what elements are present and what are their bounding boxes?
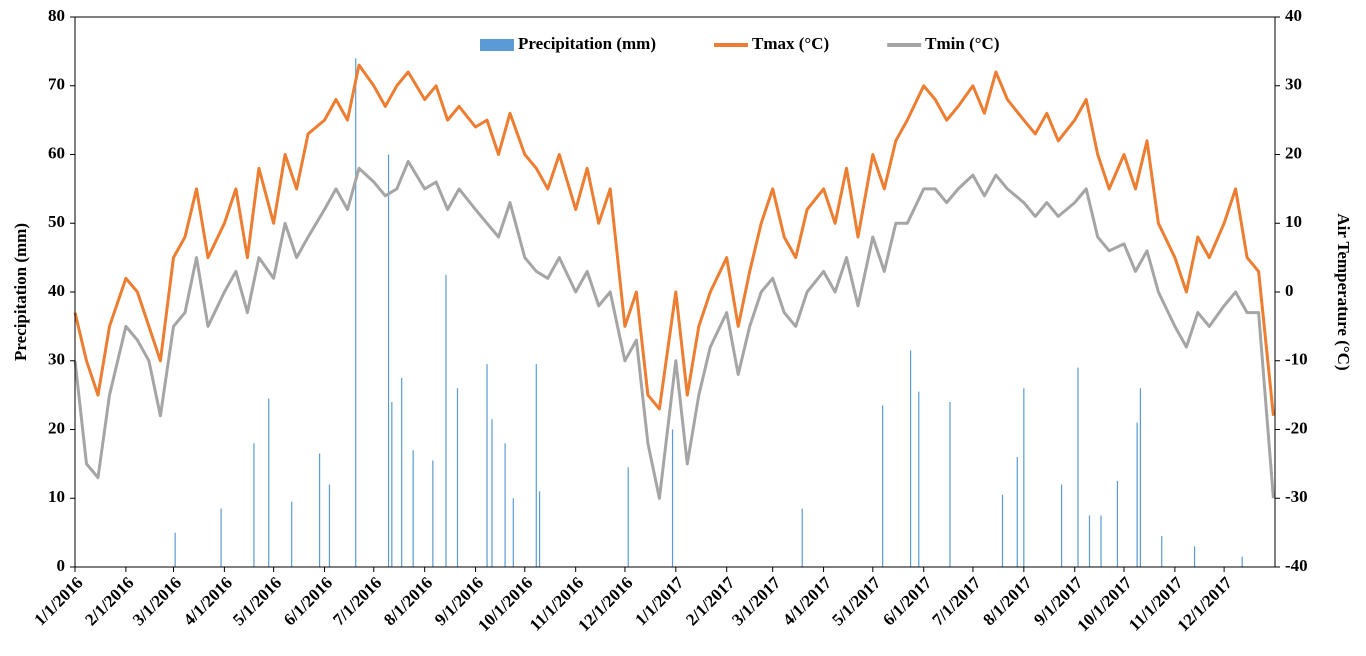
temperature-line bbox=[73, 63, 1275, 416]
legend-label: Precipitation (mm) bbox=[518, 34, 656, 53]
x-tick-label: 5/1/2016 bbox=[229, 573, 285, 629]
y2-tick-label: 30 bbox=[1285, 75, 1302, 94]
x-tick-label: 8/1/2016 bbox=[380, 573, 436, 629]
x-tick-label: 3/1/2016 bbox=[129, 573, 185, 629]
precipitation-bar bbox=[671, 429, 674, 567]
precipitation-bar bbox=[401, 377, 403, 567]
x-tick-label: 3/1/2017 bbox=[728, 573, 785, 630]
precipitation-bar bbox=[456, 388, 459, 567]
precipitation-bar bbox=[1139, 388, 1141, 567]
x-tick-label: 7/1/2016 bbox=[329, 573, 385, 629]
precipitation-bar bbox=[253, 443, 255, 567]
precipitation-bar bbox=[1023, 388, 1025, 567]
y-tick-label: 40 bbox=[48, 281, 65, 300]
x-tick-label: 1/1/2017 bbox=[631, 573, 688, 630]
y-tick-label: 50 bbox=[48, 212, 65, 231]
precipitation-bar bbox=[1100, 515, 1102, 567]
legend-label: Tmax (°C) bbox=[752, 34, 829, 53]
x-tick-label: 6/1/2017 bbox=[879, 573, 936, 630]
precipitation-bar bbox=[445, 274, 447, 567]
precipitation-bar bbox=[1060, 484, 1063, 567]
x-tick-label: 7/1/2017 bbox=[928, 573, 985, 630]
x-tick-label: 4/1/2017 bbox=[779, 573, 836, 630]
y-tick-label: 10 bbox=[48, 487, 65, 506]
precipitation-bar bbox=[504, 443, 506, 567]
x-tick-label: 5/1/2017 bbox=[828, 573, 885, 630]
precipitation-bar bbox=[627, 467, 629, 567]
precipitation-bar bbox=[412, 450, 414, 567]
precipitation-bar bbox=[387, 154, 390, 567]
x-tick-label: 2/1/2017 bbox=[682, 573, 739, 630]
precipitation-bar bbox=[949, 402, 951, 567]
y2-tick-label: -30 bbox=[1285, 487, 1308, 506]
precipitation-bar bbox=[491, 419, 493, 567]
x-tick-label: 10/1/2016 bbox=[474, 573, 536, 635]
y-tick-label: 20 bbox=[48, 418, 65, 437]
legend-swatch bbox=[480, 39, 514, 51]
precipitation-bar bbox=[328, 484, 331, 567]
y-tick-label: 60 bbox=[48, 143, 65, 162]
precipitation-bar bbox=[538, 491, 541, 567]
y-tick-label: 80 bbox=[48, 6, 65, 25]
y2-tick-label: -20 bbox=[1285, 418, 1308, 437]
x-tick-label: 1/1/2016 bbox=[30, 573, 86, 629]
y2-tick-label: -40 bbox=[1285, 556, 1308, 575]
x-tick-label: 4/1/2016 bbox=[180, 573, 236, 629]
precipitation-bar bbox=[391, 402, 393, 567]
y-tick-label: 30 bbox=[48, 350, 65, 369]
precipitation-bar bbox=[1088, 515, 1091, 567]
precipitation-bar bbox=[174, 532, 176, 567]
precipitation-bar bbox=[801, 508, 803, 567]
precipitation-bar bbox=[512, 498, 514, 567]
legend-label: Tmin (°C) bbox=[925, 34, 999, 53]
precipitation-bar bbox=[1116, 481, 1119, 567]
x-tick-label: 12/1/2016 bbox=[574, 573, 636, 635]
precipitation-bar bbox=[268, 398, 270, 567]
y2-tick-label: 20 bbox=[1285, 143, 1302, 162]
x-tick-label: 6/1/2016 bbox=[280, 573, 336, 629]
y2-tick-label: -10 bbox=[1285, 350, 1308, 369]
y2-axis-label: Air Temperature (°C) bbox=[1334, 213, 1353, 370]
x-tick-label: 2/1/2016 bbox=[81, 573, 137, 629]
precipitation-bar bbox=[1136, 422, 1138, 567]
y-axis-label: Precipitation (mm) bbox=[11, 223, 30, 361]
x-tick-label: 12/1/2017 bbox=[1174, 573, 1237, 636]
precipitation-bar bbox=[486, 364, 488, 567]
temperature-line bbox=[73, 159, 1275, 500]
y-tick-label: 70 bbox=[48, 75, 65, 94]
precipitation-bar bbox=[909, 350, 912, 567]
y2-tick-label: 10 bbox=[1285, 212, 1302, 231]
y-tick-label: 0 bbox=[57, 556, 66, 575]
y2-tick-label: 0 bbox=[1285, 281, 1294, 300]
precipitation-bar bbox=[918, 391, 920, 567]
x-tick-label: 10/1/2017 bbox=[1073, 573, 1136, 636]
precipitation-bar bbox=[1001, 494, 1004, 567]
precipitation-bar bbox=[1241, 556, 1243, 567]
y2-tick-label: 40 bbox=[1285, 6, 1302, 25]
precipitation-bar bbox=[1077, 367, 1079, 567]
x-tick-label: 8/1/2017 bbox=[979, 573, 1036, 630]
precipitation-bar bbox=[220, 508, 222, 567]
precipitation-bar bbox=[1016, 457, 1018, 567]
precipitation-bar bbox=[355, 58, 357, 567]
precipitation-bar bbox=[535, 364, 537, 567]
precipitation-bar bbox=[1193, 546, 1196, 567]
precipitation-bar bbox=[432, 460, 434, 567]
precipitation-bar bbox=[1161, 536, 1163, 567]
precipitation-bar bbox=[318, 453, 321, 567]
precipitation-bar bbox=[882, 405, 884, 567]
precipitation-bar bbox=[291, 501, 293, 567]
